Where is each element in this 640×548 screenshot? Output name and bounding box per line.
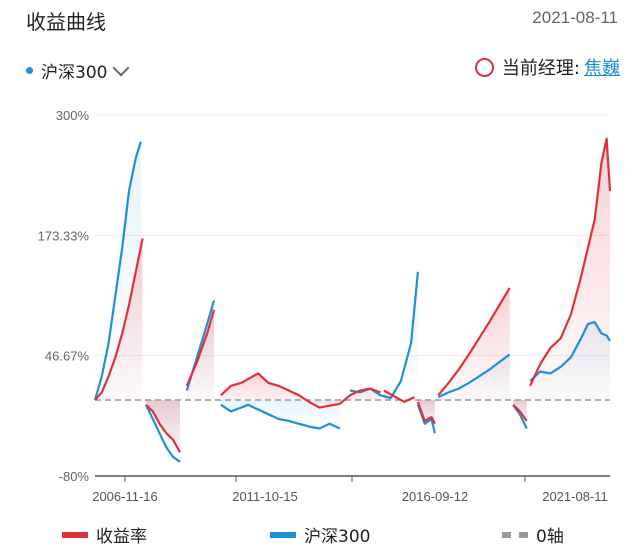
legend-fund-label: 收益率: [96, 527, 147, 547]
legend-zero-swatch: [502, 531, 528, 538]
legend-zero-label: 0轴: [536, 527, 564, 547]
y-tick-label: 46.67%: [45, 349, 90, 364]
legend-index-label: 沪深300: [304, 527, 371, 547]
manager-label: 当前经理:: [501, 58, 580, 79]
index-selector[interactable]: 沪深300: [26, 58, 130, 83]
legend-index: 沪深300: [270, 522, 370, 547]
fund-line-1: [145, 404, 181, 453]
manager-info: 当前经理: 焦巍: [474, 54, 620, 80]
fund-line-5: [416, 401, 436, 425]
index-line-4: [349, 271, 419, 400]
legend-index-swatch: [270, 531, 296, 538]
manager-link[interactable]: 焦巍: [584, 58, 620, 79]
index-line-3: [220, 403, 341, 430]
circle-icon: [474, 57, 494, 77]
x-tick-label: 2006-11-16: [92, 489, 158, 504]
fund-area-5: [417, 400, 435, 424]
index-area-4: [350, 271, 418, 400]
fund-area-4: [383, 390, 415, 402]
legend-zero: 0轴: [502, 522, 564, 547]
date-label: 2021-08-11: [532, 8, 618, 27]
legend-fund: 收益率: [62, 522, 147, 547]
fund-line-4: [383, 389, 415, 403]
x-tick-label: 2011-10-15: [232, 489, 298, 504]
chart-title: 收益曲线: [26, 10, 106, 34]
index-line-0: [93, 141, 142, 401]
legend-fund-swatch: [62, 531, 88, 538]
fund-area-3: [220, 373, 381, 408]
fund-line-3: [220, 372, 381, 409]
fund-area-8: [530, 138, 610, 401]
index-line-8: [529, 321, 611, 382]
index-line-1: [145, 404, 181, 463]
y-tick-label: 300%: [56, 108, 90, 123]
fund-line-7: [512, 404, 528, 422]
chart-legend: 收益率 沪深300 0轴: [0, 520, 640, 548]
fund-line-8: [529, 137, 612, 387]
y-tick-label: -80%: [59, 469, 90, 484]
x-tick-label: 2016-09-12: [402, 489, 469, 504]
fund-area-6: [438, 287, 510, 400]
fund-area-0: [95, 238, 143, 400]
index-dot-icon: [26, 67, 33, 74]
index-line-6: [437, 353, 511, 399]
y-tick-label: 173.33%: [38, 228, 90, 243]
line-chart: 300% 173.33% 46.67% -80%2006-11-16 2011-10-1…: [38, 108, 612, 504]
fund-line-6: [437, 287, 511, 396]
index-area-3: [220, 400, 340, 429]
x-tick-label: 2021-08-11: [542, 489, 608, 504]
index-name: 沪深300: [41, 63, 108, 83]
fund-line-0: [94, 238, 144, 401]
fund-line-2: [185, 309, 216, 387]
